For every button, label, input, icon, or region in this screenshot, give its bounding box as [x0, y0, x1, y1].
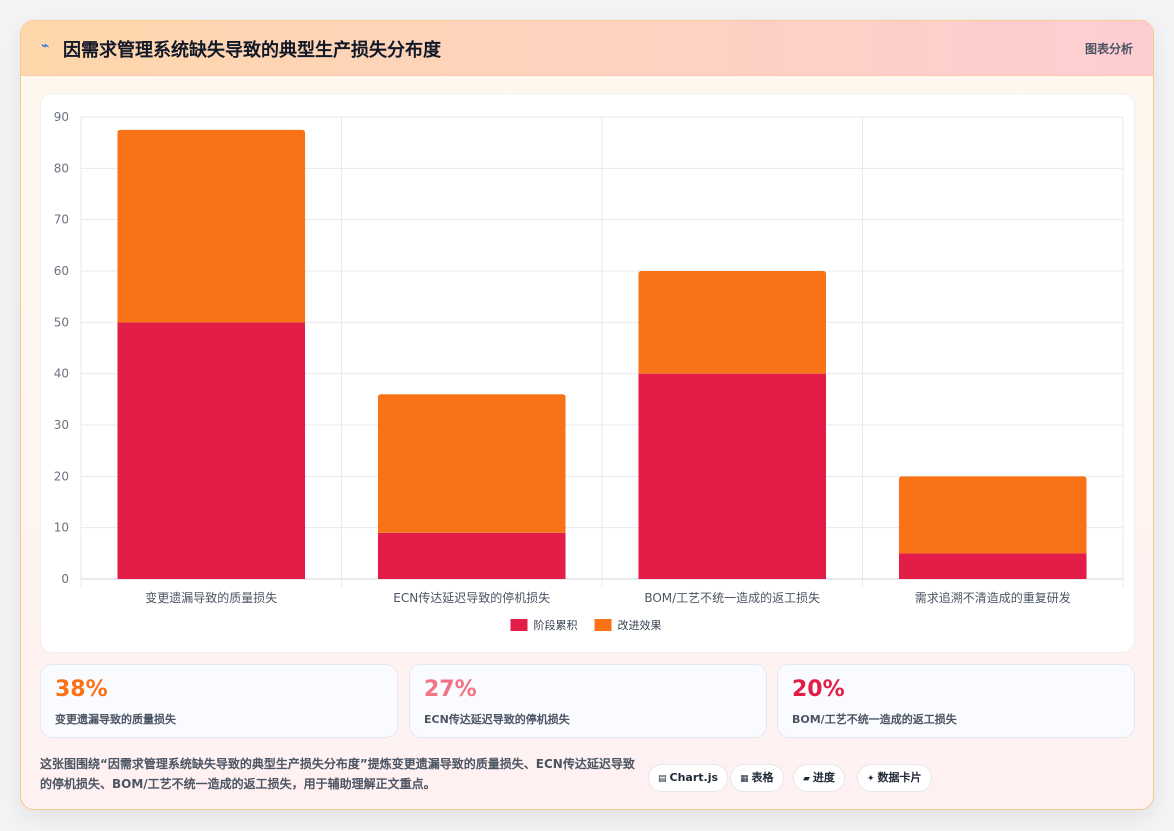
stat-value: 27% — [424, 677, 477, 702]
x-tick-label: ECN传达延迟导致的停机损失 — [393, 590, 550, 605]
y-tick-label: 30 — [54, 418, 69, 432]
stat-cards: 38% 变更遗漏导致的质量损失 27% ECN传达延迟导致的停机损失 20% B… — [40, 664, 1135, 738]
x-tick-label: 需求追溯不清造成的重复研发 — [915, 590, 1071, 605]
legend-label: 改进效果 — [618, 618, 662, 632]
stat-value: 38% — [55, 677, 108, 702]
chip-data-card[interactable]: ✦ 数据卡片 — [857, 764, 932, 792]
legend-swatch — [510, 619, 528, 631]
y-tick-label: 40 — [54, 367, 69, 381]
bar-segment — [638, 373, 827, 579]
bar-segment — [898, 476, 1087, 554]
page-title: 因需求管理系统缺失导致的典型生产损失分布度 — [63, 40, 441, 61]
y-tick-label: 80 — [54, 161, 69, 175]
stat-label: ECN传达延迟导致的停机损失 — [424, 713, 570, 726]
y-tick-label: 50 — [54, 315, 69, 329]
chip-progress[interactable]: ▰ 进度 — [793, 764, 845, 792]
bar-segment — [377, 394, 566, 533]
chart-card: ⌁ 因需求管理系统缺失导致的典型生产损失分布度 图表分析 0 10 20 30 40 50… — [20, 20, 1154, 810]
chart-icon: ⌁ — [41, 38, 50, 54]
legend-label: 阶段累积 — [534, 618, 578, 632]
x-tick-label: BOM/工艺不统一造成的返工损失 — [644, 590, 820, 605]
bar-segment — [117, 322, 306, 579]
chart-panel: 0 10 20 30 40 50 60 70 80 90 变更遗漏导致的质量损失 ECN传达延迟导致的… — [40, 93, 1135, 653]
chip-label: 数据卡片 — [877, 771, 922, 784]
card-header: ⌁ 因需求管理系统缺失导致的典型生产损失分布度 图表分析 — [21, 21, 1153, 76]
x-tick-label: 变更遗漏导致的质量损失 — [145, 590, 277, 605]
chip-label: Chart.js — [669, 771, 719, 784]
stat-value: 20% — [792, 677, 845, 702]
y-tick-label: 0 — [61, 572, 69, 586]
stacked-bar-chart: 0 10 20 30 40 50 60 70 80 90 变更遗漏导致的质量损失 ECN传达延迟导致的… — [54, 110, 1124, 632]
y-tick-label: 60 — [54, 264, 69, 278]
table-icon: ▤ — [658, 774, 667, 784]
stat-label: 变更遗漏导致的质量损失 — [55, 713, 176, 726]
bar-segment — [898, 553, 1087, 579]
bar-segment — [377, 532, 566, 579]
y-tick-label: 70 — [54, 213, 69, 227]
legend-swatch — [594, 619, 612, 631]
bar-segment — [117, 129, 306, 323]
y-tick-label: 90 — [54, 110, 69, 124]
chip-label: 表格 — [751, 771, 774, 784]
chip-label: 进度 — [812, 771, 835, 784]
chip-chartjs[interactable]: ▤ Chart.js — [648, 764, 729, 792]
y-tick-label: 20 — [54, 469, 69, 483]
chip-table[interactable]: ▦ 表格 — [730, 764, 784, 792]
stat-card: 38% 变更遗漏导致的质量损失 — [40, 664, 398, 738]
stat-card: 20% BOM/工艺不统一造成的返工损失 — [777, 664, 1135, 738]
grid-icon: ▦ — [740, 774, 749, 784]
stat-label: BOM/工艺不统一造成的返工损失 — [792, 713, 957, 726]
chart-description: 这张图围绕“因需求管理系统缺失导致的典型生产损失分布度”提炼变更遗漏导致的质量损… — [40, 757, 635, 791]
bar-segment — [638, 271, 827, 374]
chart-analysis-tag[interactable]: 图表分析 — [1084, 42, 1133, 56]
sparkle-icon: ✦ — [867, 774, 875, 784]
y-tick-label: 10 — [54, 521, 69, 535]
stat-card: 27% ECN传达延迟导致的停机损失 — [409, 664, 767, 738]
progress-icon: ▰ — [803, 774, 810, 784]
